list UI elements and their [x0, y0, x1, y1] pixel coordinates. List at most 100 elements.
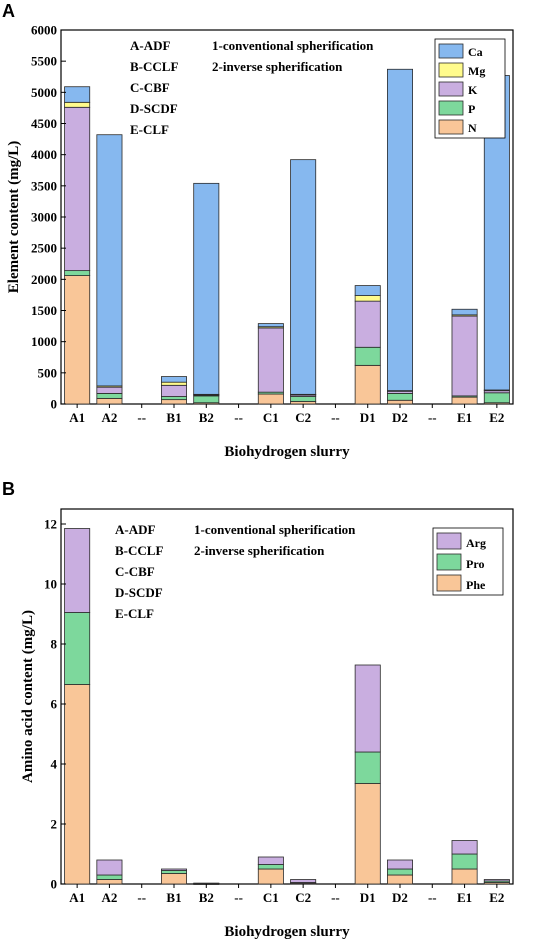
chart-a-bar-A1-ca — [64, 86, 91, 103]
chart-a-legend-label: N — [468, 121, 477, 135]
chart-b-x-tick-label: C1 — [263, 890, 279, 905]
chart-a-bar-B2-p — [193, 395, 220, 404]
chart-a-bar-B1-mg — [161, 381, 187, 386]
chart-b-bar-D1-phe — [354, 783, 381, 885]
chart-a-bar-C1-ca — [257, 323, 284, 328]
chart-b-annotation-method: 2-inverse spherification — [194, 543, 325, 558]
chart-b-legend-swatch-pro — [436, 553, 462, 571]
chart-b-annotation-sample: C-CBF — [115, 564, 155, 579]
chart-b-y-tick-label: 10 — [44, 577, 57, 592]
chart-b-x-tick-label: -- — [137, 890, 146, 905]
chart-a-annotation-sample: A-ADF — [130, 38, 170, 53]
chart-a-bar-D1-k — [354, 300, 381, 348]
chart-a-x-tick-label: D1 — [360, 410, 376, 425]
chart-a-bar-D2-p — [387, 393, 413, 401]
chart-b-x-tick-label: A2 — [101, 890, 117, 905]
chart-a-legend-swatch-k — [438, 81, 464, 97]
chart-a-y-tick-label: 5500 — [31, 54, 57, 69]
chart-a-x-tick-label: B1 — [166, 410, 181, 425]
chart-b-legend-label: Arg — [466, 536, 486, 550]
chart-b-bar-D2-pro — [387, 868, 413, 876]
chart-a-y-tick-label: 1000 — [31, 334, 57, 349]
chart-b-bar-A1-phe — [64, 684, 91, 885]
chart-b-bar-E1-arg — [451, 840, 478, 855]
chart-a-annotation-method: 2-inverse spherification — [212, 59, 343, 74]
chart-b-legend-swatch-arg — [436, 532, 462, 550]
chart-b-x-tick-label: D2 — [392, 890, 408, 905]
chart-a-bar-D1-n — [354, 364, 381, 405]
chart-b-bar-D1-arg — [354, 664, 381, 753]
chart-a-legend-label: K — [468, 83, 478, 97]
chart-a-legend-swatch-ca — [438, 43, 464, 59]
chart-b-y-tick-label: 0 — [51, 877, 58, 892]
chart-a-bar-A2-n — [96, 397, 123, 405]
chart-a-bar-A2-p — [96, 393, 123, 399]
chart-b-annotation-sample: E-CLF — [115, 606, 154, 621]
chart-a-bar-D1-mg — [354, 295, 381, 302]
chart-a-bar-E2-p — [483, 392, 510, 404]
chart-b-x-tick-label: B2 — [199, 890, 214, 905]
chart-b-x-tick-label: -- — [234, 890, 243, 905]
chart-b-bar-E1-phe — [451, 868, 478, 885]
chart-b-y-axis-title: Amino acid content (mg/L) — [20, 610, 36, 783]
chart-a-y-tick-label: 3000 — [31, 210, 57, 225]
chart-a-legend-swatch-mg — [438, 62, 464, 78]
chart-a-bar-A2-ca — [96, 134, 123, 387]
chart-b-annotation-sample: D-SCDF — [115, 585, 163, 600]
chart-a-y-tick-label: 3500 — [31, 178, 57, 193]
chart-b-x-tick-label: E1 — [457, 890, 472, 905]
chart-b-plot-frame — [60, 508, 514, 885]
chart-b-bar-A2-arg — [96, 859, 123, 876]
chart-a-bar-A1-mg — [64, 101, 91, 108]
chart-b-annotation-method: 1-conventional spherification — [194, 522, 356, 537]
chart-a-bar-E1-n — [451, 396, 478, 405]
chart-a-y-tick-label: 6000 — [31, 23, 57, 38]
chart-b-x-tick-label: C2 — [295, 890, 311, 905]
chart-a-x-tick-label: E2 — [489, 410, 504, 425]
chart-a-y-tick-label: 500 — [38, 365, 58, 380]
chart-a-x-tick-label: -- — [428, 410, 437, 425]
chart-b-bar-D1-pro — [354, 751, 381, 784]
chart-a-y-tick-label: 2000 — [31, 272, 57, 287]
chart-b-bar-C1-pro — [257, 864, 284, 870]
chart-b-legend-swatch-phe — [436, 574, 462, 592]
chart-b-y-tick-label: 2 — [51, 817, 58, 832]
chart-a-legend-label: Ca — [468, 45, 483, 59]
chart-a-x-tick-label: C1 — [263, 410, 279, 425]
chart-a-bar-B1-ca — [161, 376, 187, 383]
chart-b-bar-A1-pro — [64, 612, 91, 685]
chart-a-bar-E1-ca — [451, 308, 478, 316]
chart-a-bar-B1-p — [161, 396, 187, 401]
chart-a-bar-E1-k — [451, 315, 478, 397]
chart-a-y-tick-label: 4500 — [31, 116, 57, 131]
chart-a-panel-letter: A — [2, 1, 15, 21]
chart-a-x-tick-label: D2 — [392, 410, 408, 425]
chart-a-x-axis-title: Biohydrogen slurry — [224, 444, 350, 460]
chart-a-bar-C1-n — [257, 393, 284, 405]
chart-a-annotation-sample: D-SCDF — [130, 101, 178, 116]
chart-b-bar-E1-pro — [451, 853, 478, 870]
chart-b-panel-letter: B — [2, 479, 15, 499]
chart-b-x-tick-label: E2 — [489, 890, 504, 905]
chart-b-x-tick-label: D1 — [360, 890, 376, 905]
chart-a-legend-swatch-n — [438, 119, 464, 135]
chart-b-bar-B2-arg — [193, 882, 220, 885]
chart-a-bar-B1-k — [161, 384, 187, 397]
chart-a-bar-D2-n — [387, 399, 413, 405]
chart-b-bar-A2-pro — [96, 874, 123, 880]
chart-a-bar-A1-k — [64, 106, 91, 272]
chart-a-x-tick-label: C2 — [295, 410, 311, 425]
chart-a-annotation-sample: C-CBF — [130, 80, 170, 95]
chart-a-x-tick-label: -- — [331, 410, 340, 425]
chart-b-bar-D2-arg — [387, 859, 413, 870]
chart-a-bar-A2-k — [96, 386, 123, 394]
chart-a-bar-A1-p — [64, 270, 91, 276]
chart-b-y-tick-label: 12 — [44, 517, 57, 532]
chart-a-bar-C1-k — [257, 327, 284, 393]
chart-b-bar-D2-phe — [387, 874, 413, 885]
chart-b-x-axis-title: Biohydrogen slurry — [224, 924, 350, 940]
chart-a-legend-label: Mg — [468, 64, 485, 78]
chart-a-y-tick-label: 5000 — [31, 85, 57, 100]
chart-b-bar-A2-phe — [96, 879, 123, 885]
